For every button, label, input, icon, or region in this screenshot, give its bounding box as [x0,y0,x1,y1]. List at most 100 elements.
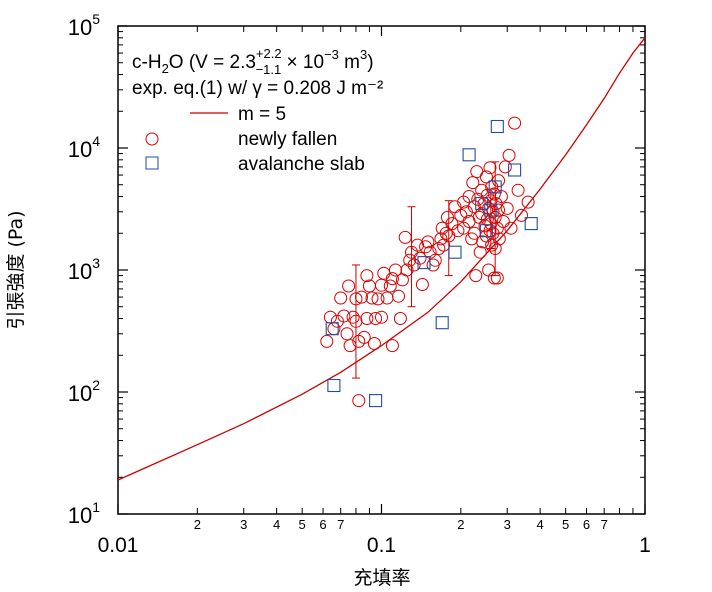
newly-fallen-point [462,190,476,203]
x-minor-tick-label: 5 [299,517,306,532]
newly-fallen-point [421,235,435,249]
newly-fallen-point [398,230,412,244]
x-minor-tick-label: 3 [240,517,247,532]
x-minor-tick-label: 4 [537,517,544,532]
avalanche-slab-point [327,378,341,393]
newly-fallen-point [482,201,496,215]
x-minor-tick-label: 2 [194,517,201,532]
legend-label-newly-fallen: newly fallen [238,129,337,150]
avalanche-slab-point [479,224,493,238]
ann-pre: c-H [132,52,162,73]
y-major-tick-label: 105 [68,11,100,40]
newly-fallen-point [511,183,525,197]
newly-fallen-point [385,339,399,353]
legend-square-swatch [145,156,159,170]
newly-fallen-point [403,253,417,267]
legend: m = 5 newly fallen avalanche slab [145,104,365,175]
newly-fallen-point [367,337,381,350]
fit-line-m5 [118,37,645,481]
x-minor-tick-label: 4 [273,517,280,532]
newly-fallen-point [472,210,486,224]
annotation: c-H2O (V = 2.3+2.2 −1.1 × 10−3 m3) exp. e… [132,46,383,99]
newly-fallen-point [488,210,502,224]
x-major-tick-label: 0.1 [367,534,396,557]
ann-unit-exp: 3 [360,47,367,62]
newly-fallen-point [487,187,501,201]
ann-close: ) [367,52,373,73]
newly-fallen-point [349,292,363,306]
x-minor-tick-label: 6 [319,517,326,532]
newly-fallen-point [371,292,385,306]
newly-fallen-point [415,278,429,291]
x-minor-tick-label: 2 [457,517,464,532]
newly-fallen-point [365,291,379,305]
newly-fallen-point [413,251,427,265]
newly-fallen-point [362,279,376,293]
newly-fallen-point [483,161,497,175]
x-minor-tick-label: 7 [337,517,344,532]
newly-fallen-point [360,312,374,325]
newly-fallen-point [334,291,348,305]
annotation-line-2: exp. eq.(1) w/ γ = 0.208 J m⁻² [132,78,383,99]
newly-fallen-point [352,394,366,408]
error-bars [351,161,500,379]
newly-fallen-point [487,271,501,285]
avalanche-slab-point [508,163,522,177]
ann-exp: −3 [324,47,339,62]
avalanche-slab-point [484,203,498,217]
ann-times: × 10 [281,52,324,73]
newly-fallen-point [343,339,357,353]
y-major-tick-label: 104 [68,133,100,162]
newly-fallen-point [346,310,360,324]
avalanche-slab-point [490,119,504,134]
newly-fallen-point [357,330,371,344]
newly-fallen-point [459,205,473,219]
y-major-tick-label: 103 [68,255,100,284]
ann-post: O (V = 2.3 [169,52,256,73]
newly-fallen-point [392,289,405,303]
newly-fallen-point [383,279,397,293]
newly-fallen-point [337,309,351,323]
ann-sup-err: +2.2 [256,46,282,61]
newly-fallen-point [469,269,483,283]
newly-fallen-point [369,312,383,325]
newly-fallen-point [375,310,388,324]
newly-fallen-point [467,200,481,214]
axis-ticks [117,25,646,515]
newly-fallen-point [492,203,505,217]
newly-fallen-point [419,240,433,254]
newly-fallen-point [432,242,446,255]
newly-fallen-point [473,245,487,259]
y-major-tick-label: 101 [68,499,100,528]
newly-fallen-point [428,253,442,267]
newly-fallen-point [385,272,399,286]
legend-label-fit: m = 5 [238,104,286,125]
x-minor-tick-label: 3 [504,517,511,532]
avalanche-slab-point [448,245,462,259]
x-minor-tick-label: 7 [601,517,608,532]
newly-fallen-point [479,170,493,184]
newly-fallen-point [500,201,514,215]
newly-fallen-point [355,290,368,304]
newly-fallen-point [323,310,337,324]
avalanche-slab-point [462,148,476,162]
ann-sub-err: −1.1 [256,62,282,77]
fit-line-group [118,37,645,481]
newly-fallen-point [490,271,504,285]
newly-fallen-point [496,215,510,228]
newly-fallen-point [377,266,391,280]
newly-fallen-point [498,160,512,174]
newly-fallen-point [340,327,354,341]
newly-fallen-point [504,221,518,235]
legend-circle-swatch [145,132,159,146]
x-axis-title: 充填率 [353,567,410,589]
newly-fallen-point [488,242,502,255]
newly-fallen-point [492,232,506,246]
newly-fallen-points [320,116,535,408]
newly-fallen-point [451,224,465,238]
avalanche-slab-point [435,316,449,330]
newly-fallen-point [411,238,424,252]
avalanche-slab-point [524,217,538,231]
